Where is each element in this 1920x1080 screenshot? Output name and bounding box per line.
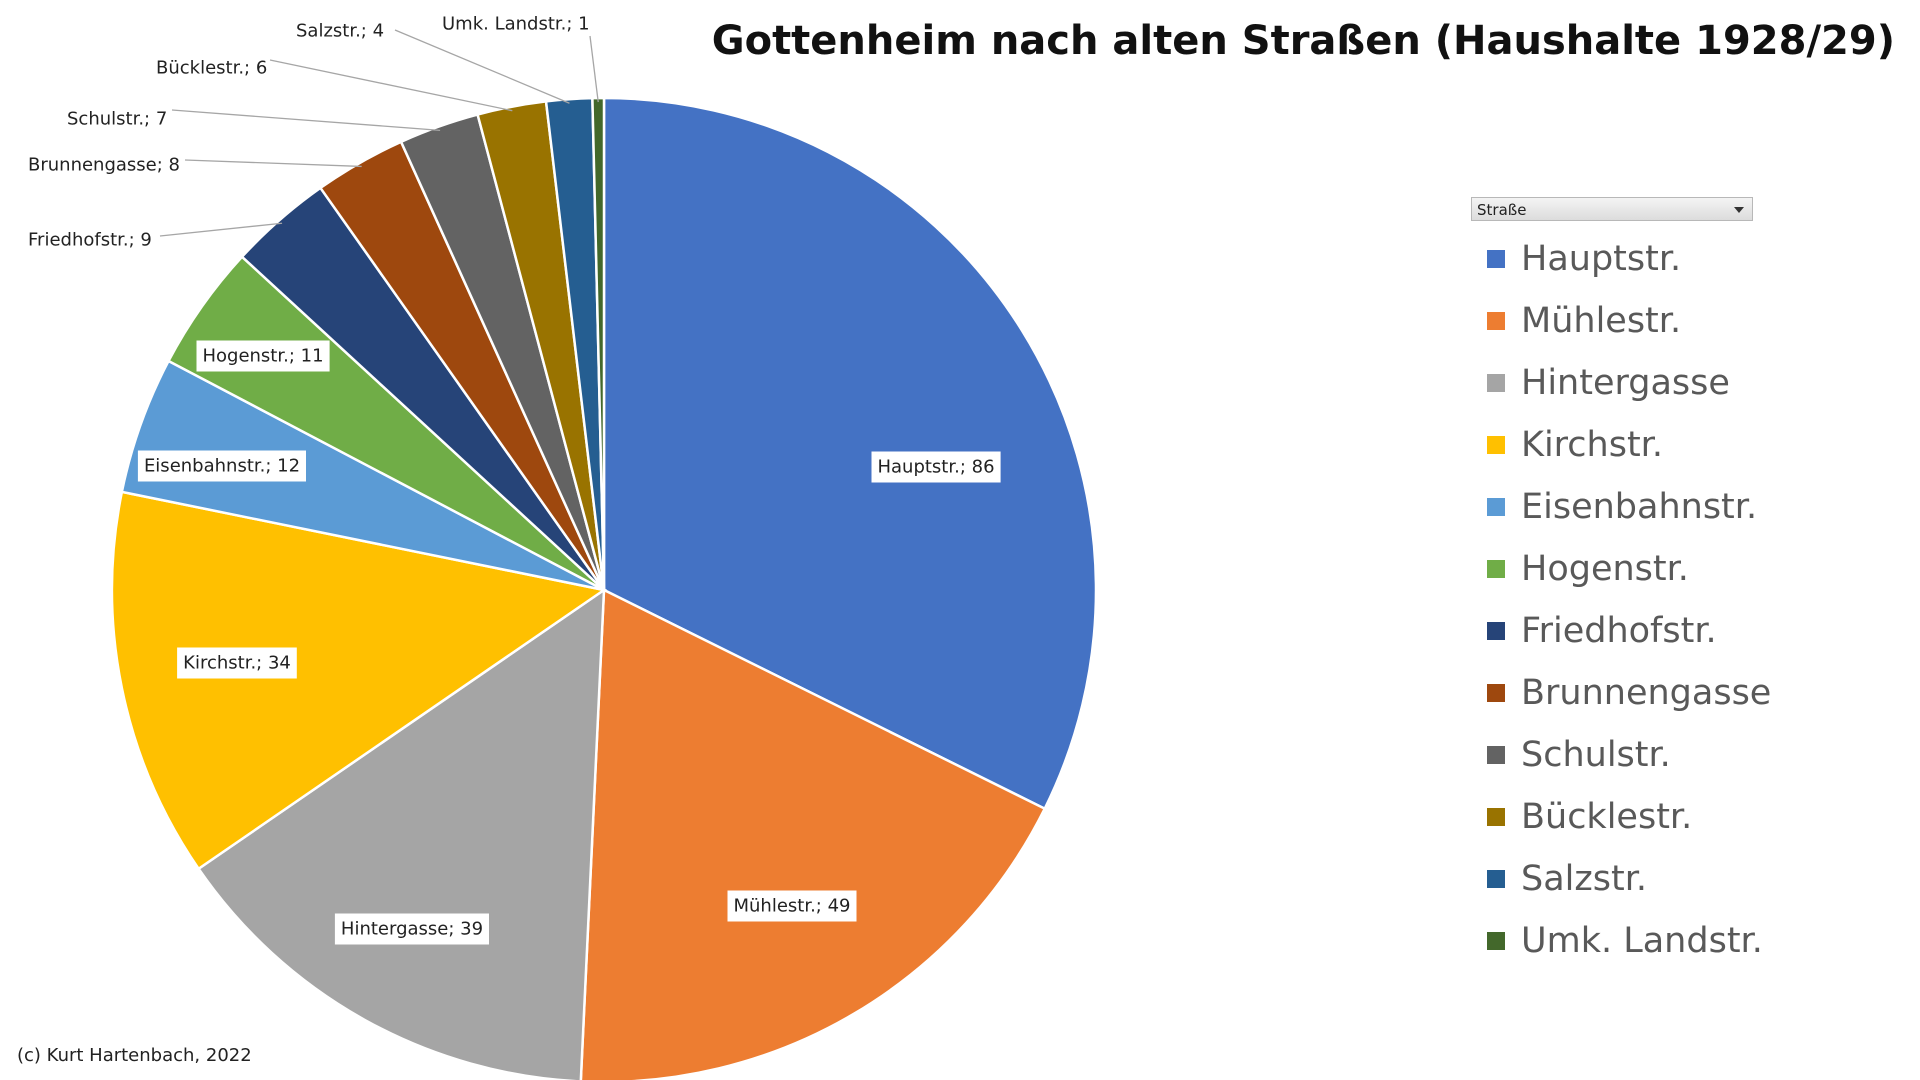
data-label-box [727,890,857,922]
dropdown-arrow-icon [1734,207,1744,213]
legend-label: Bücklestr. [1521,797,1693,837]
data-label-box [196,340,330,372]
data-label-text: Mühlestr.; 49 [733,896,850,917]
data-label: Eisenbahnstr.; 12 [137,450,306,482]
legend-item: Brunnengasse [1487,662,1771,724]
legend-swatch [1487,498,1505,516]
leader-line [589,35,599,103]
legend: Hauptstr. Mühlestr. Hintergasse Kirchstr. Ei… [1487,228,1771,972]
legend-label: Hauptstr. [1521,239,1682,279]
legend-swatch [1487,250,1505,268]
legend-item: Schulstr. [1487,724,1771,786]
data-label-text: Hogenstr.; 11 [202,346,323,367]
data-label-box [137,450,306,482]
legend-item: Friedhofstr. [1487,600,1771,662]
legend-label: Mühlestr. [1521,301,1682,341]
legend-label: Hintergasse [1521,363,1730,403]
data-label-text: Hauptstr.; 86 [877,457,994,478]
legend-label: Brunnengasse [1521,673,1772,713]
legend-swatch [1487,622,1505,640]
legend-swatch [1487,560,1505,578]
data-label-text: Friedhofstr.; 9 [28,230,152,251]
data-label-text: Hintergasse; 39 [341,919,483,940]
legend-label: Friedhofstr. [1521,611,1717,651]
legend-swatch [1487,808,1505,826]
data-labels-layer: Hauptstr.; 86 Mühlestr.; 49 Hintergasse; 3… [28,14,1001,945]
legend-item: Kirchstr. [1487,414,1771,476]
legend-item: Hogenstr. [1487,538,1771,600]
chart-title: Gottenheim nach alten Straßen (Haushalte… [711,18,1895,64]
legend-item: Hintergasse [1487,352,1771,414]
data-label-text: Kirchstr.; 34 [183,653,291,674]
data-label-text: Eisenbahnstr.; 12 [144,456,300,477]
leader-lines-layer [159,29,599,237]
legend-label: Salzstr. [1521,859,1648,899]
data-label-text: Salzstr.; 4 [296,21,384,42]
data-label-text: Brunnengasse; 8 [28,155,180,176]
legend-item: Umk. Landstr. [1487,910,1771,972]
slices-layer [110,96,1098,1080]
data-label-box [871,451,1001,483]
data-label: Mühlestr.; 49 [727,890,857,922]
legend-item: Eisenbahnstr. [1487,476,1771,538]
leader-line [394,29,570,104]
leader-line [171,109,441,131]
legend-label: Eisenbahnstr. [1521,487,1758,527]
legend-swatch [1487,870,1505,888]
data-label-box [334,913,489,945]
data-label: Kirchstr.; 34 [177,647,297,679]
legend-label: Umk. Landstr. [1521,921,1763,961]
data-label: Hogenstr.; 11 [196,340,330,372]
legend-swatch [1487,746,1505,764]
legend-swatch [1487,312,1505,330]
leader-line [159,222,283,237]
leader-line [184,159,362,168]
legend-item: Bücklestr. [1487,786,1771,848]
data-label-text: Bücklestr.; 6 [156,58,267,79]
leader-line [269,59,513,112]
legend-filter-dropdown[interactable]: Straße [1471,197,1753,221]
legend-label: Hogenstr. [1521,549,1689,589]
legend-swatch [1487,436,1505,454]
data-label-box [177,647,297,679]
legend-filter-label: Straße [1477,201,1527,219]
pie-slice-kirchstr [110,490,608,871]
legend-swatch [1487,684,1505,702]
data-label-text: Umk. Landstr.; 1 [442,14,590,35]
data-label: Hauptstr.; 86 [871,451,1001,483]
copyright-credit: (c) Kurt Hartenbach, 2022 [17,1045,252,1066]
legend-label: Kirchstr. [1521,425,1663,465]
legend-item: Salzstr. [1487,848,1771,910]
legend-label: Schulstr. [1521,735,1671,775]
legend-swatch [1487,374,1505,392]
pie-slice-hintergasse [196,587,606,1080]
legend-item: Mühlestr. [1487,290,1771,352]
legend-item: Hauptstr. [1487,228,1771,290]
legend-swatch [1487,932,1505,950]
data-label: Hintergasse; 39 [334,913,489,945]
pie-slice-hauptstr [602,96,1098,811]
data-label-text: Schulstr.; 7 [67,109,167,130]
